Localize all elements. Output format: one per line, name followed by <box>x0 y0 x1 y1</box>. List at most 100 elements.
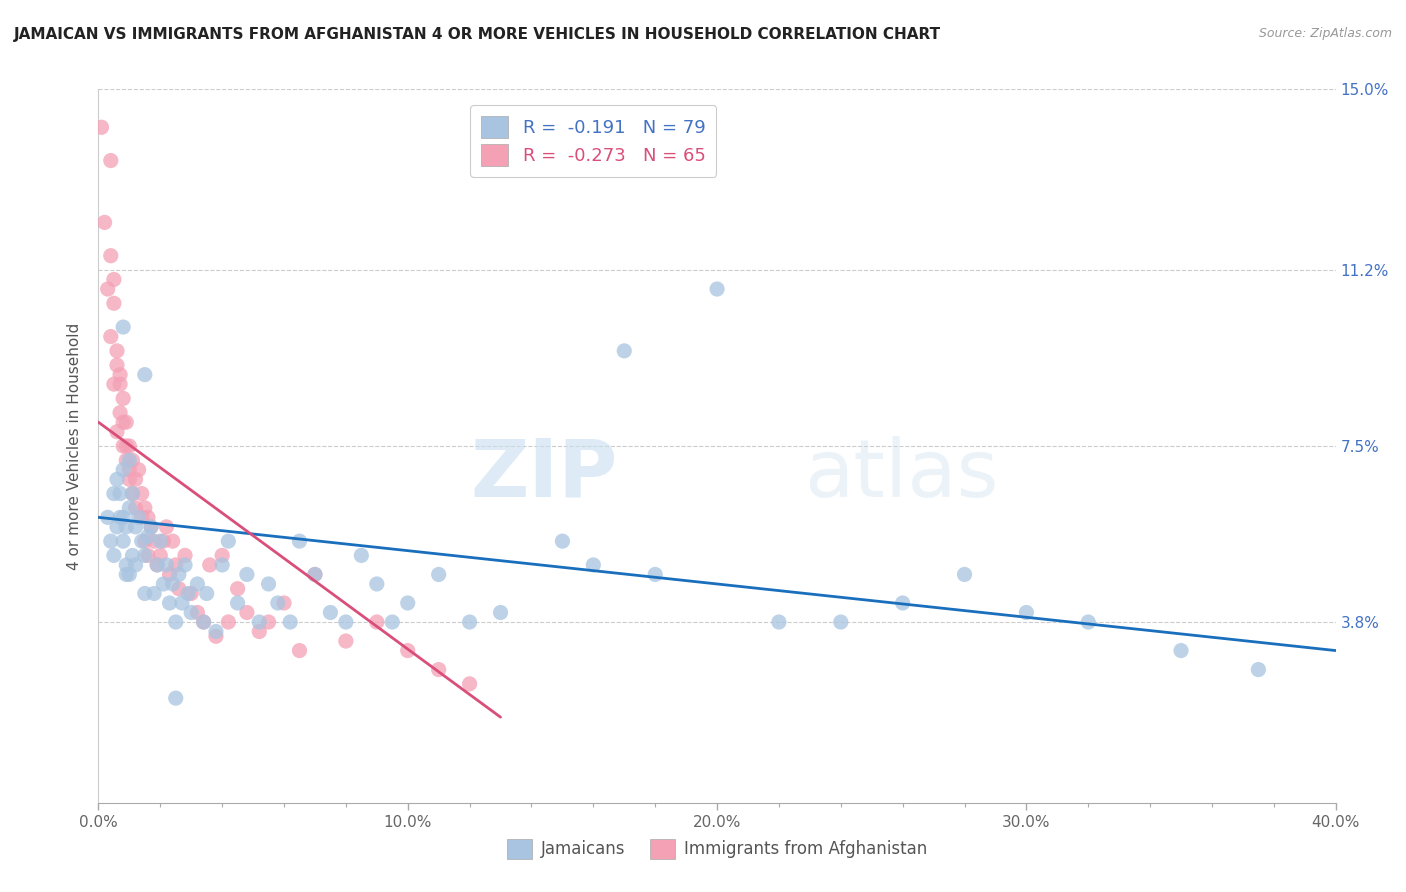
Point <box>118 463 141 477</box>
Point <box>167 567 190 582</box>
Point <box>1247 663 1270 677</box>
Point <box>288 534 311 549</box>
Point <box>350 549 373 563</box>
Point <box>124 500 146 515</box>
Point <box>489 606 512 620</box>
Point <box>706 282 728 296</box>
Point <box>613 343 636 358</box>
Point <box>121 549 143 563</box>
Point <box>131 534 153 549</box>
Point <box>177 586 200 600</box>
Point <box>162 534 184 549</box>
Point <box>1077 615 1099 629</box>
Point <box>112 463 135 477</box>
Text: Source: ZipAtlas.com: Source: ZipAtlas.com <box>1258 27 1392 40</box>
Point <box>830 615 852 629</box>
Point <box>134 534 156 549</box>
Point <box>278 615 301 629</box>
Point <box>112 534 135 549</box>
Point <box>198 558 221 572</box>
Point <box>97 282 120 296</box>
Point <box>112 392 135 406</box>
Point <box>136 529 159 543</box>
Point <box>180 586 202 600</box>
Point <box>134 500 156 515</box>
Point <box>217 534 239 549</box>
Point <box>170 596 193 610</box>
Point <box>226 582 249 596</box>
Point <box>159 596 181 610</box>
Point <box>97 510 120 524</box>
Point <box>304 567 326 582</box>
Point <box>1170 643 1192 657</box>
Point <box>105 343 128 358</box>
Point <box>267 596 290 610</box>
Point <box>152 577 174 591</box>
Point <box>100 329 122 343</box>
Point <box>118 500 141 515</box>
Point <box>273 596 295 610</box>
Point <box>103 377 125 392</box>
Legend: Jamaicans, Immigrants from Afghanistan: Jamaicans, Immigrants from Afghanistan <box>501 832 934 866</box>
Point <box>131 510 153 524</box>
Text: JAMAICAN VS IMMIGRANTS FROM AFGHANISTAN 4 OR MORE VEHICLES IN HOUSEHOLD CORRELAT: JAMAICAN VS IMMIGRANTS FROM AFGHANISTAN … <box>14 27 941 42</box>
Point <box>103 486 125 500</box>
Point <box>103 296 125 310</box>
Point <box>304 567 326 582</box>
Point <box>139 520 162 534</box>
Point <box>319 606 342 620</box>
Point <box>128 510 150 524</box>
Point <box>288 643 311 657</box>
Point <box>551 534 574 549</box>
Point <box>381 615 404 629</box>
Point <box>115 520 138 534</box>
Point <box>100 249 122 263</box>
Point <box>112 510 135 524</box>
Point <box>205 624 228 639</box>
Point <box>131 486 153 500</box>
Point <box>953 567 976 582</box>
Point <box>136 549 159 563</box>
Point <box>195 586 218 600</box>
Point <box>103 272 125 286</box>
Point <box>366 615 388 629</box>
Point <box>105 425 128 439</box>
Point <box>105 520 128 534</box>
Point <box>165 691 187 706</box>
Point <box>115 415 138 429</box>
Point <box>165 615 187 629</box>
Point <box>1015 606 1038 620</box>
Point <box>458 615 481 629</box>
Point <box>427 567 450 582</box>
Point <box>162 577 184 591</box>
Point <box>458 677 481 691</box>
Point <box>108 377 131 392</box>
Point <box>149 534 172 549</box>
Point <box>115 558 138 572</box>
Point <box>136 510 159 524</box>
Point <box>112 415 135 429</box>
Point <box>112 320 135 334</box>
Point <box>247 615 270 629</box>
Point <box>134 368 156 382</box>
Point <box>118 472 141 486</box>
Point <box>121 453 143 467</box>
Point <box>118 439 141 453</box>
Point <box>174 549 197 563</box>
Point <box>180 606 202 620</box>
Point <box>644 567 666 582</box>
Point <box>108 486 131 500</box>
Point <box>124 520 146 534</box>
Point <box>155 558 177 572</box>
Point <box>167 582 190 596</box>
Point <box>186 606 208 620</box>
Point <box>582 558 605 572</box>
Point <box>118 567 141 582</box>
Point <box>103 549 125 563</box>
Point <box>174 558 197 572</box>
Point <box>257 577 280 591</box>
Point <box>768 615 790 629</box>
Point <box>124 558 146 572</box>
Point <box>193 615 215 629</box>
Point <box>115 567 138 582</box>
